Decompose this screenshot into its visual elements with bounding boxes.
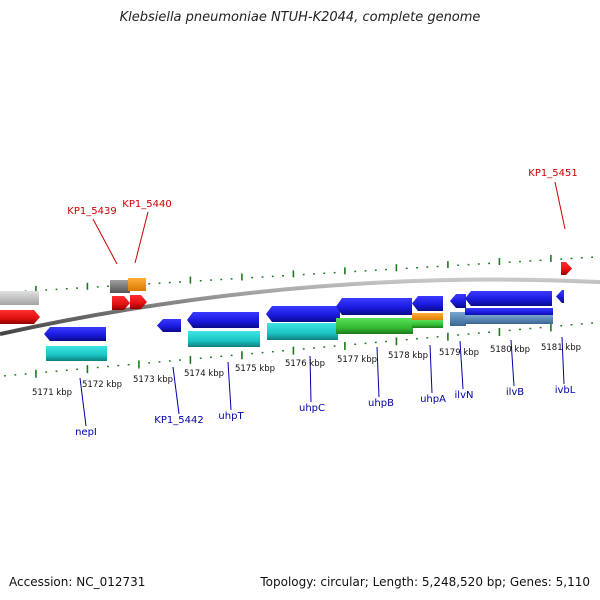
bottom-tick-ring: [4, 322, 593, 378]
feature-uhpA-orange: [412, 313, 443, 321]
top-label-connector: [554, 181, 566, 230]
top-gene-label: KP1_5440: [122, 199, 171, 210]
top-gene-label: KP1_5451: [528, 168, 577, 179]
scale-label: 5173 kbp: [133, 375, 173, 385]
feature-KP1_5440: [130, 295, 147, 309]
feature-uhpB-green: [336, 318, 413, 334]
bottom-gene-label: KP1_5442: [154, 415, 203, 426]
scale-label: 5174 kbp: [184, 369, 224, 379]
feature-ilvB-blue-band: [465, 308, 553, 316]
genome-backbone: [0, 277, 600, 336]
accession-text: Accession: NC_012731: [9, 575, 146, 589]
feature-KP1_5442: [157, 319, 181, 332]
bottom-label-connector: [510, 339, 515, 387]
feature-uhpC-cyan: [267, 323, 338, 340]
bottom-label-connector: [309, 355, 312, 403]
scale-labels: 5171 kbp 5172 kbp 5173 kbp 5174 kbp 5175 kbp…: [32, 343, 581, 398]
scale-label: 5175 kbp: [235, 364, 275, 374]
feature-ivbL: [556, 290, 564, 303]
top-label-connector: [134, 211, 149, 264]
bottom-label-connector: [376, 346, 380, 398]
feature-uhpA-green: [412, 320, 443, 328]
feature-ilvB-steel: [465, 315, 553, 324]
scale-label: 5179 kbp: [439, 348, 479, 358]
bottom-label-connector: [227, 361, 232, 411]
scale-label: 5181 kbp: [541, 343, 581, 353]
feature-uhpT-cyan: [188, 331, 260, 347]
feature-ilvB: [465, 291, 552, 306]
feature-KP1_5451: [561, 262, 572, 275]
bottom-label-connector: [79, 377, 87, 427]
scale-label: 5172 kbp: [82, 380, 122, 390]
bottom-gene-label: ivbL: [555, 385, 576, 396]
bottom-gene-label: ilvB: [506, 387, 524, 398]
feature-ilvN-steel: [450, 312, 466, 326]
feature-KP1_5439-grey: [110, 280, 130, 293]
bottom-gene-label: uhpT: [218, 411, 244, 422]
scale-label: 5176 kbp: [285, 359, 325, 369]
bottom-gene-label: nepI: [75, 427, 97, 438]
map-title: Klebsiella pneumoniae NTUH-K2044, comple…: [119, 10, 481, 25]
feature-uhpA: [412, 296, 443, 311]
feature-KP1_5439: [112, 296, 130, 310]
bottom-gene-label: uhpA: [420, 394, 446, 405]
feature-KP1_5440-orange: [128, 278, 146, 291]
topology-summary: Topology: circular; Length: 5,248,520 bp…: [260, 575, 590, 589]
feature-red: [0, 310, 40, 324]
bottom-gene-label: uhpB: [368, 398, 394, 409]
bottom-label-connector: [172, 366, 180, 415]
feature-labels: KP1_5439 KP1_5440 KP1_5451 nepI KP1_5442 uhpT…: [67, 168, 577, 438]
scale-label: 5180 kbp: [490, 345, 530, 355]
bottom-label-connector: [561, 336, 565, 385]
feature-nepI: [44, 327, 106, 341]
feature-grey: [0, 291, 39, 305]
bottom-gene-label: ilvN: [455, 390, 474, 401]
scale-label: 5177 kbp: [337, 355, 377, 365]
feature-nepI-cyan: [46, 346, 107, 361]
feature-track: [0, 262, 572, 361]
top-gene-label: KP1_5439: [67, 206, 116, 217]
bottom-label-connector: [429, 344, 433, 394]
bottom-gene-label: uhpC: [299, 403, 325, 414]
feature-uhpC: [266, 306, 340, 322]
label-connectors: [79, 181, 566, 427]
bottom-label-connector: [459, 340, 464, 390]
scale-label: 5171 kbp: [32, 388, 72, 398]
feature-uhpT: [187, 312, 259, 328]
feature-ilvN: [450, 294, 466, 308]
scale-label: 5178 kbp: [388, 351, 428, 361]
feature-uhpB: [336, 298, 412, 315]
top-label-connector: [92, 218, 118, 265]
